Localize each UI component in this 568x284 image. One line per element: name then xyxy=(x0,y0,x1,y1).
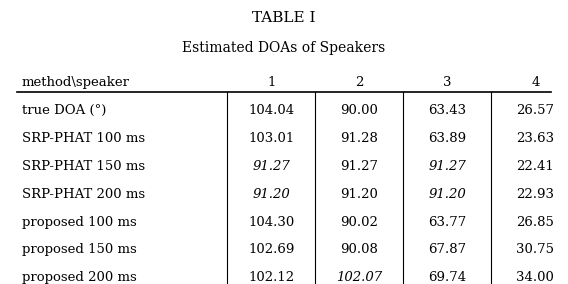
Text: 90.08: 90.08 xyxy=(340,243,378,256)
Text: 103.01: 103.01 xyxy=(248,132,294,145)
Text: SRP-PHAT 100 ms: SRP-PHAT 100 ms xyxy=(22,132,145,145)
Text: 91.27: 91.27 xyxy=(428,160,466,173)
Text: 63.89: 63.89 xyxy=(428,132,466,145)
Text: 104.30: 104.30 xyxy=(248,216,294,229)
Text: 91.20: 91.20 xyxy=(252,188,290,201)
Text: 26.57: 26.57 xyxy=(516,104,554,117)
Text: 91.20: 91.20 xyxy=(428,188,466,201)
Text: 91.27: 91.27 xyxy=(252,160,290,173)
Text: 63.43: 63.43 xyxy=(428,104,466,117)
Text: 90.02: 90.02 xyxy=(340,216,378,229)
Text: proposed 100 ms: proposed 100 ms xyxy=(22,216,136,229)
Text: 91.28: 91.28 xyxy=(340,132,378,145)
Text: 104.04: 104.04 xyxy=(248,104,294,117)
Text: 91.20: 91.20 xyxy=(340,188,378,201)
Text: 63.77: 63.77 xyxy=(428,216,466,229)
Text: 67.87: 67.87 xyxy=(428,243,466,256)
Text: 3: 3 xyxy=(443,76,452,89)
Text: Estimated DOAs of Speakers: Estimated DOAs of Speakers xyxy=(182,41,386,55)
Text: proposed 150 ms: proposed 150 ms xyxy=(22,243,136,256)
Text: true DOA (°): true DOA (°) xyxy=(22,104,106,117)
Text: 2: 2 xyxy=(355,76,364,89)
Text: SRP-PHAT 150 ms: SRP-PHAT 150 ms xyxy=(22,160,145,173)
Text: 4: 4 xyxy=(531,76,540,89)
Text: 22.41: 22.41 xyxy=(516,160,554,173)
Text: 90.00: 90.00 xyxy=(340,104,378,117)
Text: 69.74: 69.74 xyxy=(428,271,466,284)
Text: 22.93: 22.93 xyxy=(516,188,554,201)
Text: 23.63: 23.63 xyxy=(516,132,554,145)
Text: 26.85: 26.85 xyxy=(516,216,554,229)
Text: SRP-PHAT 200 ms: SRP-PHAT 200 ms xyxy=(22,188,145,201)
Text: 1: 1 xyxy=(267,76,275,89)
Text: 102.12: 102.12 xyxy=(248,271,294,284)
Text: 30.75: 30.75 xyxy=(516,243,554,256)
Text: 102.07: 102.07 xyxy=(336,271,382,284)
Text: 102.69: 102.69 xyxy=(248,243,294,256)
Text: 34.00: 34.00 xyxy=(516,271,554,284)
Text: method\speaker: method\speaker xyxy=(22,76,130,89)
Text: proposed 200 ms: proposed 200 ms xyxy=(22,271,136,284)
Text: 91.27: 91.27 xyxy=(340,160,378,173)
Text: TABLE I: TABLE I xyxy=(252,11,316,25)
